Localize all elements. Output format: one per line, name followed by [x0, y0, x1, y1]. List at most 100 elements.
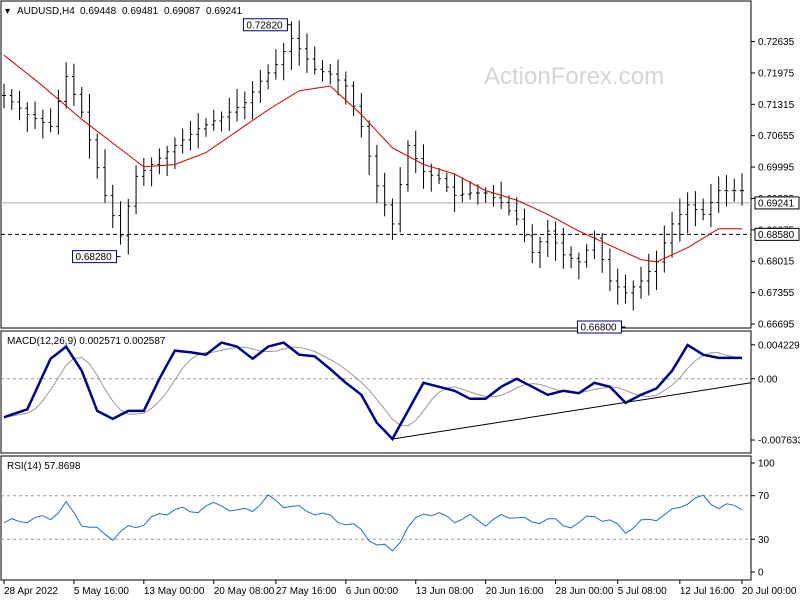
time-tick-label: 20 Jul 00:00: [742, 586, 797, 597]
header-open: 0.69448: [80, 6, 117, 17]
price-bar: [631, 280, 636, 311]
price-bar: [522, 208, 527, 243]
price-bar: [289, 21, 294, 71]
price-panel-frame: [0, 0, 752, 329]
price-bar: [180, 128, 185, 154]
macd-tick-label: 0.004229: [758, 340, 800, 351]
time-tick-label: 20 Jun 16:00: [486, 586, 544, 597]
price-bar: [483, 187, 488, 203]
time-tick-label: 5 Jul 08:00: [618, 586, 667, 597]
price-bar: [662, 225, 667, 273]
time-tick-label: 12 Jul 16:00: [680, 586, 735, 597]
rsi-title: RSI(14) 57.8698: [7, 461, 81, 472]
annotation-label: 0.72820: [246, 20, 283, 31]
time-tick-label: 6 Jun 00:00: [346, 586, 399, 597]
price-bar: [413, 130, 418, 174]
time-tick-label: 20 May 08:00: [214, 586, 275, 597]
last-price-tag-box: [754, 196, 800, 210]
price-bar: [639, 266, 644, 299]
header-dropdown-icon[interactable]: ▾: [5, 6, 10, 17]
time-tick-label: 5 May 16:00: [74, 586, 129, 597]
rsi-tick-label: 0: [758, 568, 764, 579]
price-bar: [134, 165, 139, 215]
rsi-panel-frame: [0, 455, 752, 581]
price-tick-label: 0.70655: [758, 131, 795, 142]
price-bar: [491, 184, 496, 207]
price-bar: [273, 49, 278, 80]
price-bar: [359, 93, 364, 138]
price-bar: [514, 197, 519, 226]
price-bar: [538, 236, 543, 268]
price-bar: [250, 80, 255, 120]
macd-line: [3, 341, 742, 442]
price-bar: [444, 172, 449, 193]
annotation-label: 0.66800: [580, 323, 617, 334]
price-bar: [716, 176, 721, 213]
price-bar: [219, 111, 224, 132]
price-bar: [56, 89, 61, 135]
price-bar: [390, 198, 395, 240]
price-bar: [670, 212, 675, 258]
price-bar: [343, 71, 348, 105]
price-tick-label: 0.67355: [758, 288, 795, 299]
price-bar: [95, 133, 100, 179]
price-bar: [701, 198, 706, 221]
annotation-label: 0.68280: [76, 252, 113, 263]
rsi-tick-label: 30: [758, 535, 770, 546]
level-price-tag-box: [754, 227, 800, 241]
price-bar: [235, 89, 240, 122]
price-bar: [429, 163, 434, 192]
price-bar: [569, 246, 574, 269]
price-bar: [740, 173, 744, 206]
price-bar: [615, 268, 620, 305]
header-high: 0.69481: [122, 6, 159, 17]
price-axis: 0.726350.719750.713150.706550.699950.693…: [751, 37, 800, 331]
price-bar: [304, 33, 309, 73]
price-bar: [211, 109, 216, 131]
price-bar: [600, 232, 605, 273]
price-bar: [421, 144, 426, 189]
price-header: ▾ AUDUSD,H4 0.69448 0.69481 0.69087 0.69…: [5, 6, 243, 17]
price-bar: [203, 118, 208, 137]
macd-title: MACD(12,26,9) 0.002571 0.002587: [7, 336, 166, 347]
watermark: ActionForex.com: [484, 63, 664, 90]
price-bar: [398, 167, 403, 233]
annotation-box: [576, 320, 622, 334]
time-tick-label: 13 May 00:00: [144, 586, 205, 597]
price-bar: [157, 148, 162, 175]
price-bar: [437, 168, 442, 185]
macd-tick-label: -0.007633: [758, 436, 800, 447]
price-bar: [297, 20, 302, 66]
price-bar: [258, 70, 263, 103]
price-bar: [141, 157, 146, 186]
price-bar: [71, 63, 76, 107]
price-bar: [405, 140, 410, 192]
price-bar: [165, 145, 170, 177]
price-bar: [677, 198, 682, 242]
price-bar: [281, 42, 286, 81]
price-bar: [545, 219, 550, 258]
rsi-line: [3, 494, 743, 552]
price-bar: [561, 227, 566, 269]
price-bar: [584, 244, 589, 268]
price-bar: [196, 113, 201, 149]
time-tick-label: 13 Jun 08:00: [416, 586, 474, 597]
price-bar: [382, 172, 387, 217]
price-bar: [25, 102, 30, 132]
price-bar: [2, 83, 6, 109]
price-bar: [87, 94, 92, 159]
macd-tick-label: 0.00: [758, 374, 778, 385]
price-bar: [708, 183, 713, 228]
price-bar: [227, 97, 232, 131]
price-bar: [374, 144, 379, 204]
panel-frames: [0, 0, 752, 581]
price-tick-label: 0.71315: [758, 100, 795, 111]
price-bar: [188, 120, 193, 151]
header-close: 0.69241: [206, 6, 243, 17]
price-bar: [336, 59, 341, 96]
price-bar: [33, 101, 38, 130]
price-bar: [452, 174, 457, 212]
price-bar: [266, 64, 271, 90]
price-bar: [172, 137, 177, 170]
